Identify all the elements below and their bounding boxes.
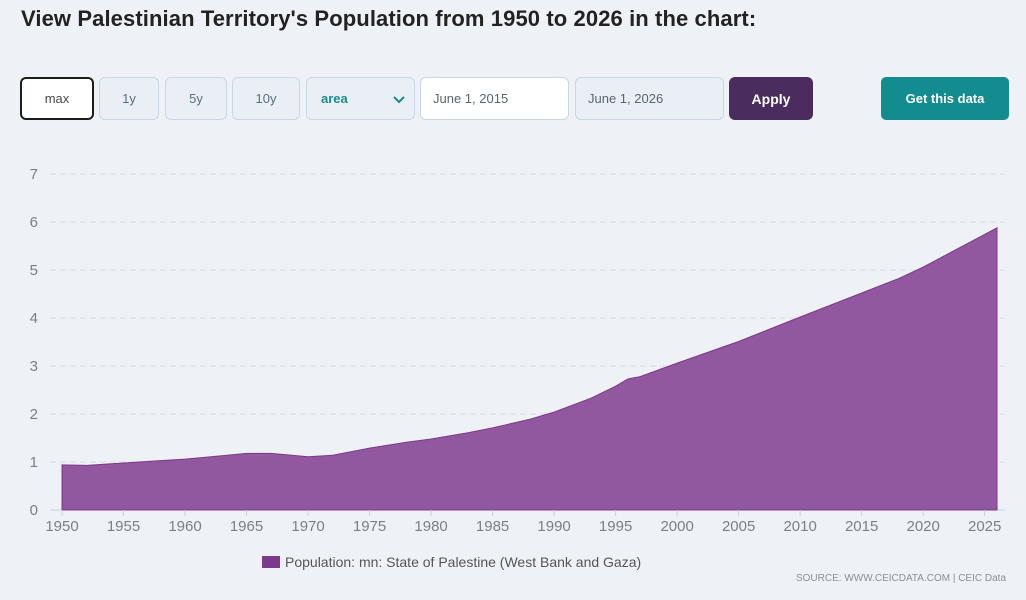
y-tick-label: 2 xyxy=(30,406,38,423)
x-tick-label: 1990 xyxy=(537,518,570,535)
start-date-input[interactable]: June 1, 2015 xyxy=(420,77,569,120)
page-title: View Palestinian Territory's Population … xyxy=(21,6,757,31)
x-tick-label: 1965 xyxy=(230,518,263,535)
range-max-button[interactable]: max xyxy=(20,77,94,120)
chevron-down-icon xyxy=(393,96,405,104)
y-tick-label: 5 xyxy=(30,262,38,279)
x-tick-label: 2005 xyxy=(722,518,755,535)
legend-label: Population: mn: State of Palestine (West… xyxy=(285,554,642,570)
source-credit: SOURCE: WWW.CEICDATA.COM | CEIC Data xyxy=(795,573,1006,584)
x-tick-label: 1975 xyxy=(353,518,386,535)
y-tick-label: 1 xyxy=(30,454,38,471)
range-10y-button[interactable]: 10y xyxy=(232,77,300,120)
range-1y-button[interactable]: 1y xyxy=(99,77,159,120)
x-tick-label: 2000 xyxy=(660,518,693,535)
get-this-data-button[interactable]: Get this data xyxy=(881,77,1009,120)
x-tick-label: 1995 xyxy=(599,518,632,535)
y-tick-label: 4 xyxy=(30,310,38,327)
x-tick-label: 1980 xyxy=(414,518,447,535)
range-5y-button[interactable]: 5y xyxy=(165,77,227,120)
population-area[interactable] xyxy=(61,226,998,511)
chart-area-layer xyxy=(61,226,998,511)
x-tick-label: 1950 xyxy=(45,518,78,535)
apply-button[interactable]: Apply xyxy=(729,77,813,120)
x-axis-ticks: 1950 1955 1960 1965 1970 1975 1980 1985 1990 1995… xyxy=(45,510,1001,535)
y-axis-ticks: 0 1 2 3 4 5 6 7 xyxy=(30,166,38,519)
x-tick-label: 1955 xyxy=(107,518,140,535)
chart-type-value: area xyxy=(321,91,348,106)
y-tick-label: 7 xyxy=(30,166,38,183)
y-tick-label: 3 xyxy=(30,358,38,375)
chart-type-select[interactable]: area xyxy=(306,77,415,120)
x-tick-label: 1970 xyxy=(291,518,324,535)
x-tick-label: 1960 xyxy=(168,518,201,535)
y-tick-label: 0 xyxy=(30,502,38,519)
chart-legend[interactable]: Population: mn: State of Palestine (West… xyxy=(262,554,641,570)
x-tick-label: 1985 xyxy=(476,518,509,535)
y-tick-label: 6 xyxy=(30,214,38,231)
legend-swatch xyxy=(262,556,280,568)
x-tick-label: 2015 xyxy=(845,518,878,535)
x-tick-label: 2025 xyxy=(968,518,1001,535)
x-tick-label: 2020 xyxy=(906,518,939,535)
population-area-chart: 0 1 2 3 4 5 6 7 1950 1955 1960 1965 1970 1975 1980 198… xyxy=(30,166,1005,535)
end-date-input[interactable]: June 1, 2026 xyxy=(575,77,724,120)
chart-controls: max 1y 5y 10y area June 1, 2015 June 1, … xyxy=(0,0,1026,130)
x-tick-label: 2010 xyxy=(783,518,816,535)
